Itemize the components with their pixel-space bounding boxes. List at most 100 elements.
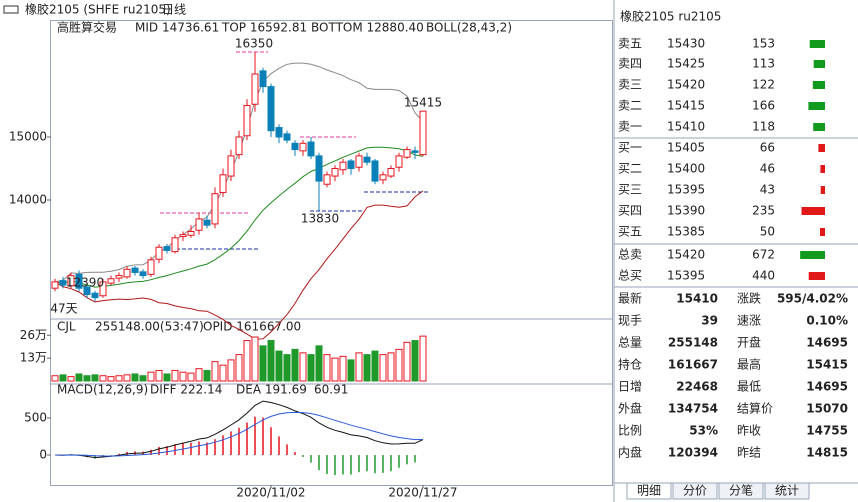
candle-body [195,218,203,231]
volume-bar [75,373,83,382]
candle-body [371,160,379,182]
candle-body [59,280,67,286]
stat-value: 595/4.02% [777,292,848,306]
book-label: 总卖 [618,248,642,262]
candle-body [411,150,419,153]
candle-body [331,167,339,177]
book-price: 15420 [667,78,705,92]
instrument-title: 橡胶2105 (SHFE ru2105) [25,2,171,17]
volume-bar [219,364,227,382]
candle-body [155,246,163,260]
candle-body [67,275,75,287]
candle-body [163,246,171,251]
book-volume-bar [808,102,825,110]
volume-bar [107,376,115,382]
tab-label[interactable]: 分价 [683,484,707,498]
volume-bar [51,375,59,382]
book-volume: 672 [752,248,775,262]
book-volume-bar [813,60,825,68]
stat-label: 昨收 [737,424,761,438]
candle-body [363,156,371,163]
ui-layer: 高胜算交易 MID 14736.61 TOP 16592.81 BOTTOM 1288… [9,9,858,500]
stat-value: 14695 [806,336,848,350]
volume-bar [163,373,171,382]
book-label: 买五 [618,225,642,239]
volume-bar [379,354,387,382]
book-volume-bar [820,165,825,173]
stat-label: 持仓 [618,357,642,372]
book-label: 卖二 [618,99,642,113]
stat-value: 15415 [806,358,848,372]
stat-label: 最低 [737,380,761,394]
price-annotation: 12390 [66,276,104,290]
candle-body [107,278,115,284]
candle-body [315,155,323,182]
tab[interactable] [672,482,718,500]
book-volume: 235 [752,204,775,218]
stat-label: 日增 [618,380,642,394]
stat-label: 开盘 [737,335,761,350]
volume-bar [211,361,219,382]
candle-body [275,127,283,138]
stat-value: 120394 [668,446,718,460]
price-annotation: 16350 [235,37,273,51]
volume-bar [155,369,163,382]
stat-label: 昨结 [737,446,761,460]
volume-bar [299,352,307,382]
volume-bar [331,357,339,382]
volume-bar [179,371,187,382]
tab[interactable] [764,482,810,500]
tab-label[interactable]: 分笔 [729,483,753,498]
level-lines [160,51,356,214]
indicator-label[interactable]: MACD(12,26,9) [57,383,148,397]
stat-label: 比例 [618,424,642,438]
stat-value: 134754 [668,402,718,416]
volume-bar [291,348,299,382]
stat-label: 涨跌 [737,291,761,306]
volume-bar [59,374,67,382]
volume-bar [355,352,363,382]
volume-bar [123,374,131,382]
candle-body [347,160,355,169]
y-tick-label: 13万 [20,351,47,365]
indicator-label[interactable]: 高胜算交易 [57,20,117,35]
volume-bar [187,372,195,382]
stat-value: 14815 [806,446,848,460]
book-volume: 113 [752,57,775,71]
volume-bar [363,354,371,382]
tab-label[interactable]: 统计 [775,484,799,498]
boll-lower [54,190,424,340]
book-price: 15425 [667,57,705,71]
x-tick-label: 2020/11/27 [388,486,457,500]
book-volume-bar [818,144,825,152]
boll-mid [54,146,424,288]
book-price: 15395 [667,183,705,197]
book-price: 15385 [667,225,705,239]
volume-bar [203,369,211,382]
stat-label: 结算价 [737,401,773,416]
indicator-label: MID 14736.61 [135,21,219,35]
tab[interactable] [718,482,764,500]
volume-bar [83,375,91,382]
indicator-label[interactable]: CJL [57,320,76,334]
book-price: 15430 [667,37,705,51]
candle-body [267,86,275,132]
volume-bar [171,369,179,382]
tab[interactable] [626,482,672,500]
volume-bar [307,354,315,382]
tab-label[interactable]: 明细 [637,484,661,498]
indicator-label: OPID 161667.00 [203,320,301,334]
candle-body [227,155,235,177]
candle-body [75,273,83,289]
book-label: 卖四 [618,57,642,71]
book-price: 15405 [667,141,705,155]
volume-bar [147,371,155,382]
y-tick-label: 0 [39,448,47,462]
period[interactable]: 日线 [162,3,186,17]
candle-body [243,104,251,137]
volume-bar [139,375,147,382]
candle-body [51,281,59,289]
book-price: 15400 [667,162,705,176]
stat-label: 速涨 [737,313,761,328]
stat-value: 14755 [806,424,848,438]
